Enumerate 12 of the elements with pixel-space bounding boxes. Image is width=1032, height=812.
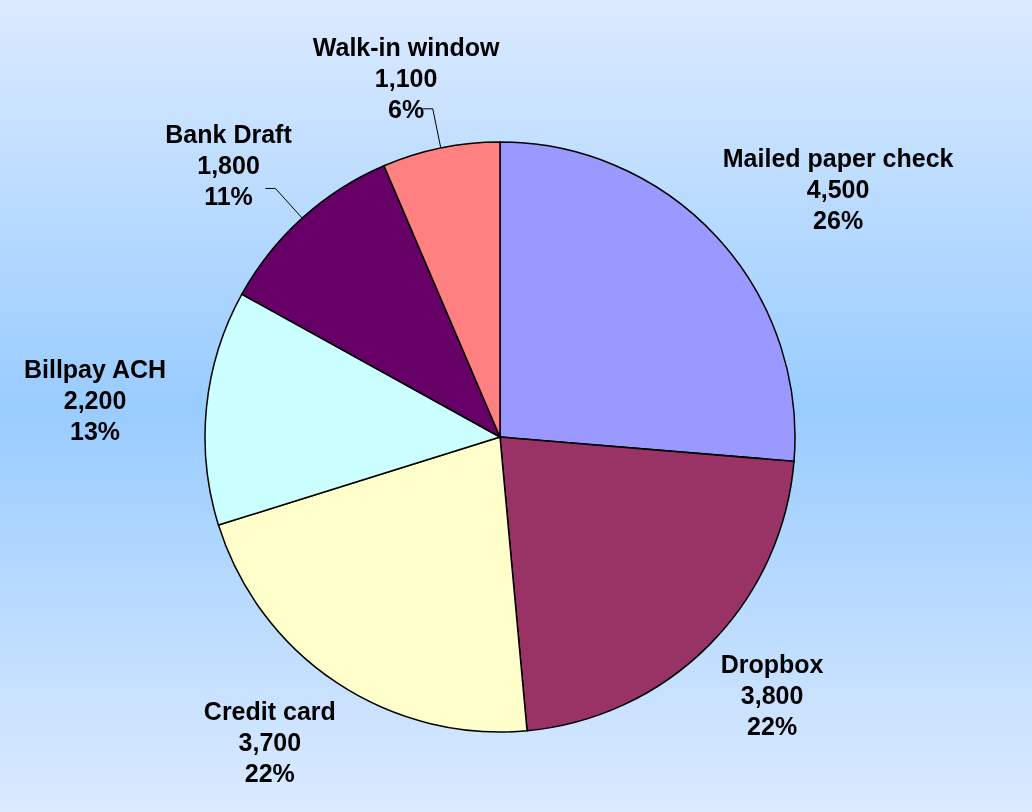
slice-label: Mailed paper check [722, 143, 954, 172]
data-label: 2,200 13% [63, 386, 127, 446]
slice-label: Billpay ACH [23, 355, 167, 384]
data-label: 3,800 22% [740, 680, 804, 740]
slice-label: Bank Draft [165, 120, 293, 149]
slice-label: Walk-in window [312, 32, 500, 61]
slice-label: Dropbox [720, 649, 824, 678]
data-label: 3,700 22% [238, 727, 302, 787]
data-label: 1,100 6% [374, 63, 438, 123]
slice-label: Credit card [203, 696, 336, 725]
data-label: 1,800 11% [197, 151, 260, 211]
data-label: 4,500 26% [806, 174, 870, 234]
